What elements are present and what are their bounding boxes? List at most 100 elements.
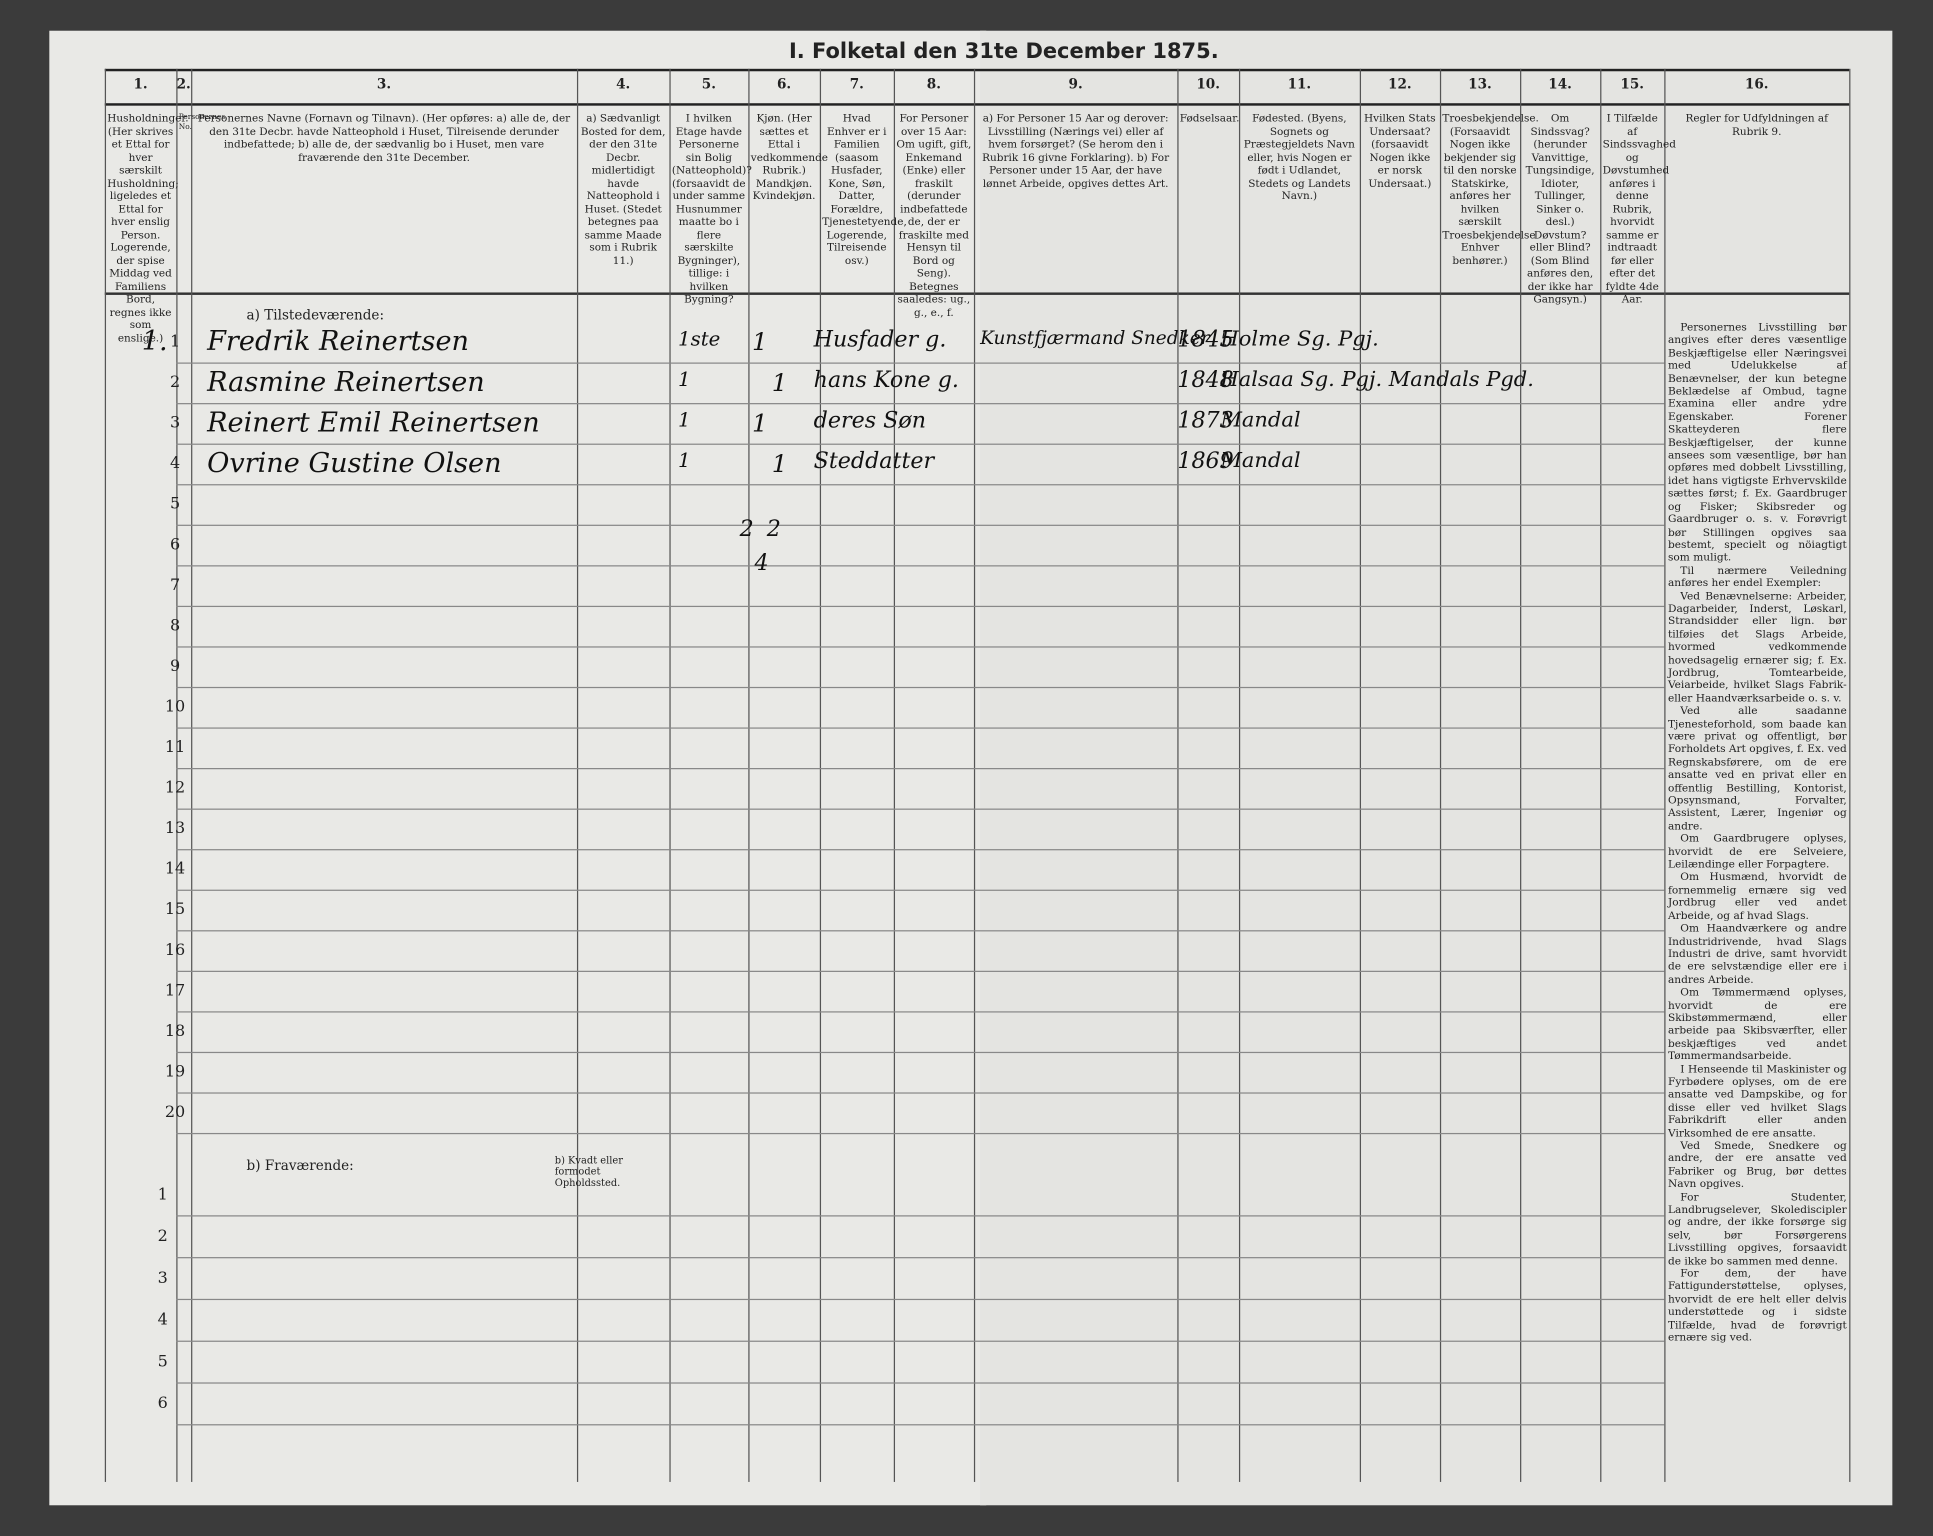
row-number: 16 <box>164 941 186 960</box>
column-number: 8. <box>926 76 941 93</box>
instruction-paragraph: Ved Benævnelserne: Arbeider, Dagarbeider… <box>1667 590 1847 706</box>
column-number: 3. <box>376 76 392 93</box>
row-line <box>176 403 1665 405</box>
tally: 2 <box>739 516 754 542</box>
column-header: a) Sædvanligt Bosted for dem, der den 31… <box>580 113 666 268</box>
row-line <box>176 930 1665 932</box>
tally: 4 <box>754 550 769 577</box>
column-number: 11. <box>1287 76 1312 93</box>
floor: 1 <box>678 407 691 432</box>
column-line <box>893 68 896 1482</box>
row-line <box>176 1257 1665 1259</box>
column-line <box>576 68 579 1482</box>
column-line <box>1600 68 1602 1482</box>
row-number: 5 <box>157 1352 168 1372</box>
instruction-paragraph: Om Tømmermænd oplyses, hvorvidt de ere S… <box>1667 986 1847 1064</box>
instruction-paragraph: Ved Smede, Snedkere og andre, der ere an… <box>1667 1140 1847 1191</box>
column-line <box>669 68 671 1482</box>
floor: 1 <box>678 448 691 472</box>
row-number: 18 <box>164 1022 186 1041</box>
column-line <box>748 68 750 1482</box>
column-header: Hvilken Stats Undersaat? (forsaavidt Nog… <box>1364 113 1436 190</box>
row-number: 1 <box>157 1185 168 1205</box>
row-line <box>176 565 1665 567</box>
instruction-paragraph: Til nærmere Veiledning anføres her endel… <box>1667 564 1847 590</box>
column-line <box>176 68 178 1482</box>
row-line <box>176 686 1665 689</box>
row-line <box>176 1051 1665 1054</box>
column-header: I hvilken Etage havde Personerne sin Bol… <box>671 113 752 306</box>
male: 1 <box>752 326 768 357</box>
row-number: 6 <box>157 1394 168 1414</box>
row-number: 4 <box>157 1311 168 1330</box>
column-number: 2. <box>176 76 191 93</box>
birth-year: 1848 <box>1177 367 1234 394</box>
row-number: 14 <box>164 860 186 879</box>
row-line <box>176 362 1665 364</box>
row-line <box>176 1424 1665 1426</box>
column-number: 5. <box>701 76 716 93</box>
occupation: Kunstfjærmand Snedker <box>980 326 1210 349</box>
column-number: 12. <box>1388 76 1412 93</box>
row-line <box>176 849 1665 851</box>
tally: 2 <box>766 516 781 542</box>
column-header: For Personer over 15 Aar: Om ugift, gift… <box>896 113 972 319</box>
column-header: Husholdninger. (Her skrives et Ettal for… <box>107 113 189 345</box>
row-number: 9 <box>169 657 181 676</box>
row-line <box>176 443 1665 445</box>
column-header: Fødselsaar. <box>1179 113 1240 126</box>
instruction-paragraph: Personernes Livsstilling bør angives eft… <box>1667 321 1847 565</box>
instruction-paragraph: Om Husmænd, hvorvidt de fornemmelig ernæ… <box>1667 871 1847 923</box>
row-line <box>176 524 1665 526</box>
instruction-paragraph: Om Gaardbrugere oplyses, hvorvidt de ere… <box>1667 833 1847 872</box>
absent-note: b) Kvadt eller formodet Opholdssted. <box>554 1155 623 1189</box>
column-line <box>191 68 193 1482</box>
row-line <box>176 1092 1665 1094</box>
column-number: 1. <box>133 76 148 93</box>
row-number: 12 <box>164 779 186 798</box>
floor: 1 <box>678 367 691 391</box>
column-header: I Tilfælde af Sindssvaghed og Døvstumhed… <box>1602 113 1676 306</box>
instructions: Personernes Livsstilling bør angives eft… <box>1668 322 1847 1345</box>
family-role: Husfader g. <box>813 326 947 353</box>
right-page <box>980 30 1893 1506</box>
column-header: Kjøn. (Her sættes et Ettal i vedkommende… <box>750 113 828 203</box>
column-line <box>1439 68 1442 1482</box>
column-header: Personernes Navne (Fornavn og Tilnavn). … <box>197 113 571 165</box>
person-name: Ovrine Gustine Olsen <box>207 448 502 480</box>
column-number: 10. <box>1196 76 1220 93</box>
birthplace: Mandal <box>1220 448 1301 474</box>
family-role: Steddatter <box>813 448 935 475</box>
header-rule <box>104 103 1850 106</box>
family-role: deres Søn <box>813 407 927 434</box>
row-number: 7 <box>169 576 181 595</box>
person-name: Reinert Emil Reinertsen <box>207 407 540 439</box>
row-number: 2 <box>169 373 181 392</box>
column-number: 16. <box>1744 76 1769 93</box>
column-line <box>1520 68 1522 1482</box>
column-header: Fødested. (Byens, Sognets og Præstegjeld… <box>1243 113 1355 203</box>
person-name: Rasmine Reinertsen <box>207 367 485 399</box>
row-line <box>176 970 1665 972</box>
row-number: 13 <box>164 819 186 839</box>
column-number: 6. <box>776 76 792 93</box>
column-header: Hvad Enhver er i Familien (saasom Husfad… <box>822 113 907 268</box>
left-page <box>49 30 987 1506</box>
row-number: 3 <box>157 1269 168 1288</box>
column-number: 15. <box>1620 76 1645 93</box>
row-number: 5 <box>169 495 181 514</box>
row-number: 3 <box>169 414 181 433</box>
male: 1 <box>752 407 768 438</box>
row-line <box>176 727 1665 729</box>
household: 1. <box>141 326 168 358</box>
row-number: 4 <box>169 454 181 474</box>
row-line <box>176 768 1665 770</box>
section-label: b) Fraværende: <box>246 1157 354 1174</box>
column-line <box>104 68 107 1482</box>
header-rule <box>104 68 1850 72</box>
column-line <box>1359 68 1362 1482</box>
row-line <box>176 484 1665 486</box>
column-number: 14. <box>1548 76 1572 93</box>
row-number: 10 <box>164 697 186 717</box>
